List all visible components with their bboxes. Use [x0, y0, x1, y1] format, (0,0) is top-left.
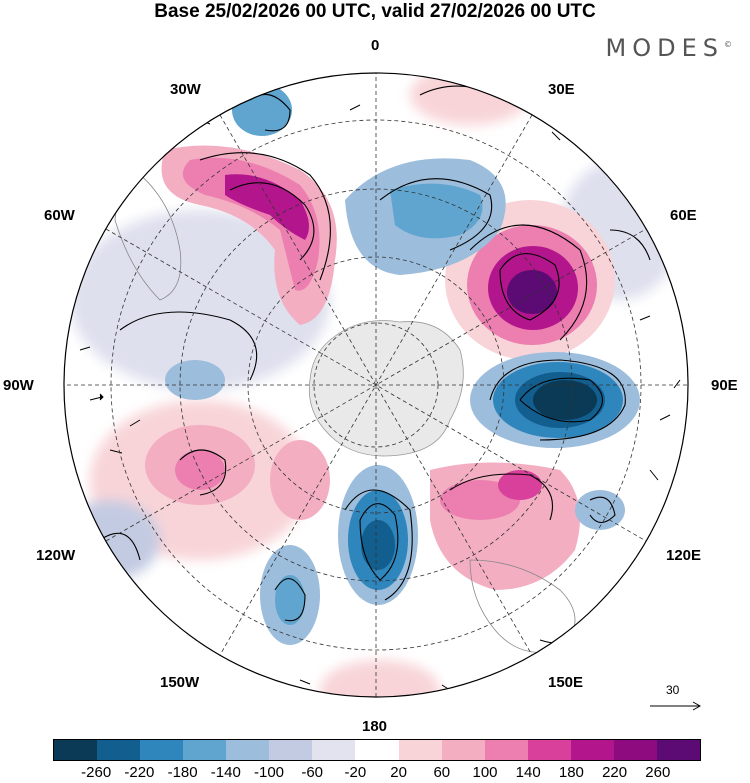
colorbar-swatch: [527, 740, 571, 760]
graticule: [64, 73, 688, 697]
label-lon-60e: 60E: [670, 207, 697, 224]
label-lon-150w: 150W: [160, 674, 200, 691]
weak-positive-anomaly: [410, 73, 530, 125]
colorbar-tick-label: -20: [344, 764, 367, 781]
colorbar-swatch: [570, 740, 614, 760]
colorbar-swatch: [441, 740, 485, 760]
colorbar-tick-label: -100: [253, 764, 285, 781]
colorbar-swatch: [183, 740, 227, 760]
colorbar-swatch: [269, 740, 313, 760]
colorbar-tick-label: 20: [390, 764, 407, 781]
colorbar-tick-label: -140: [210, 764, 241, 781]
colorbar-tick-label: 140: [515, 764, 541, 781]
colorbar-swatch: [355, 740, 399, 760]
map-boundary: [63, 72, 689, 698]
colorbar-ticks: -260 -220 -180 -140 -100 -60 -20 20 60 100 140 180 2…: [0, 764, 750, 782]
south-america-coastline: [114, 159, 182, 301]
colorbar-tick-label: -180: [167, 764, 198, 781]
colorbar-swatch: [226, 740, 270, 760]
label-lon-180: 180: [362, 718, 388, 735]
colorbar-swatch: [484, 740, 528, 760]
label-lon-120w: 120W: [36, 547, 76, 564]
colorbar-tick-label: 220: [602, 764, 628, 781]
colorbar-tick-label: -220: [124, 764, 155, 781]
negative-anomaly-amundsen: [260, 545, 320, 645]
label-lon-30w: 30W: [170, 81, 201, 98]
antarctica-landmass: [308, 320, 464, 457]
negative-anomaly: [64, 500, 160, 580]
weak-negative-anomaly: [70, 210, 330, 390]
colorbar-swatch: [656, 740, 700, 760]
negative-anomaly-small: [165, 360, 225, 400]
colorbar-tick-label: 60: [433, 764, 451, 781]
negative-anomaly-indian-ocean: [470, 352, 640, 448]
label-lon-120e: 120E: [666, 547, 702, 564]
label-lon-60w: 60W: [44, 207, 75, 224]
colorbar-swatch: [312, 740, 356, 760]
negative-anomaly-weddell: [345, 158, 506, 275]
anomaly-field: [64, 73, 688, 697]
reference-vector-arrow: [650, 701, 702, 711]
colorbar-swatch: [613, 740, 657, 760]
colorbar: [53, 739, 701, 761]
brand-text: MODES: [605, 34, 724, 62]
weak-positive-anomaly: [320, 660, 440, 697]
label-lon-90w: 90W: [3, 377, 34, 394]
label-lon-0: 0: [371, 37, 380, 54]
positive-anomaly-south-atlantic: [161, 145, 337, 325]
modes-logo: MODES©: [606, 34, 732, 62]
colorbar-tick-label: 260: [645, 764, 671, 781]
map-title: Base 25/02/2026 00 UTC, valid 27/02/2026…: [154, 1, 596, 22]
positive-anomaly-pacific: [145, 425, 330, 520]
reference-vector-label: 30: [666, 683, 680, 697]
negative-anomaly-ross: [338, 465, 418, 605]
colorbar-swatch: [97, 740, 141, 760]
colorbar-swatch: [54, 740, 98, 760]
colorbar-swatch: [140, 740, 184, 760]
label-lon-30e: 30E: [548, 81, 575, 98]
colorbar-tick-label: -60: [301, 764, 324, 781]
colorbar-swatch: [398, 740, 442, 760]
colorbar-tick-label: -260: [81, 764, 112, 781]
copyright-mark: ©: [724, 40, 732, 49]
colorbar-tick-label: 100: [472, 764, 498, 781]
label-lon-150e: 150E: [548, 674, 584, 691]
label-lon-90e: 90E: [711, 377, 738, 394]
negative-anomaly-small: [575, 490, 625, 530]
colorbar-tick-label: 180: [558, 764, 584, 781]
